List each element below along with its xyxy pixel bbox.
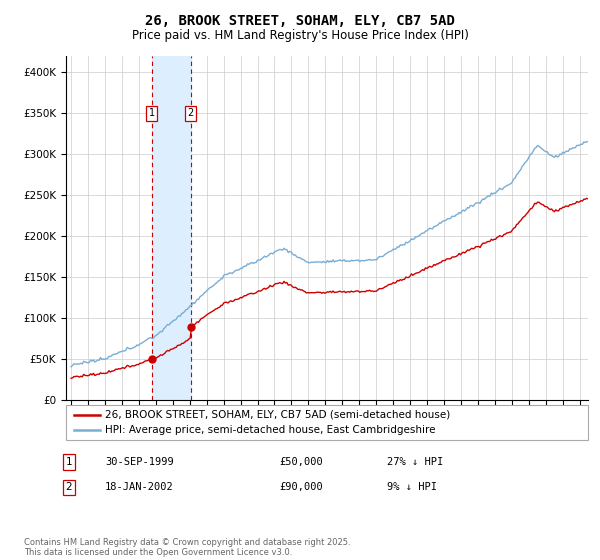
FancyBboxPatch shape: [66, 405, 588, 440]
Text: 27% ↓ HPI: 27% ↓ HPI: [387, 457, 443, 467]
Text: 26, BROOK STREET, SOHAM, ELY, CB7 5AD (semi-detached house): 26, BROOK STREET, SOHAM, ELY, CB7 5AD (s…: [105, 409, 451, 419]
Text: 30-SEP-1999: 30-SEP-1999: [105, 457, 174, 467]
Text: Price paid vs. HM Land Registry's House Price Index (HPI): Price paid vs. HM Land Registry's House …: [131, 29, 469, 42]
Text: 9% ↓ HPI: 9% ↓ HPI: [387, 482, 437, 492]
Text: 2: 2: [187, 109, 194, 118]
Text: 18-JAN-2002: 18-JAN-2002: [105, 482, 174, 492]
Text: HPI: Average price, semi-detached house, East Cambridgeshire: HPI: Average price, semi-detached house,…: [105, 425, 436, 435]
Text: 1: 1: [149, 109, 155, 118]
Bar: [152, 56, 191, 400]
Text: 2: 2: [65, 482, 73, 492]
Text: Contains HM Land Registry data © Crown copyright and database right 2025.
This d: Contains HM Land Registry data © Crown c…: [24, 538, 350, 557]
Text: £50,000: £50,000: [279, 457, 323, 467]
Text: £90,000: £90,000: [279, 482, 323, 492]
Text: 26, BROOK STREET, SOHAM, ELY, CB7 5AD: 26, BROOK STREET, SOHAM, ELY, CB7 5AD: [145, 14, 455, 28]
Text: 1: 1: [65, 457, 73, 467]
